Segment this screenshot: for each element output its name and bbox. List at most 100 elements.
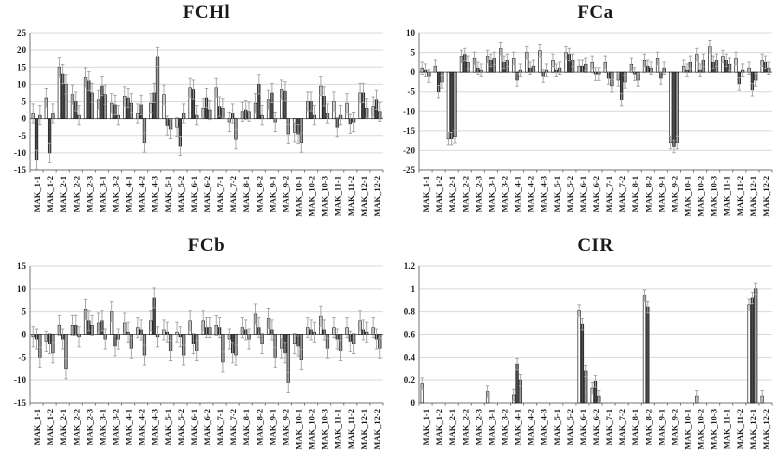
y-tick-label: 0.8 xyxy=(404,307,416,317)
x-category-label: MAK_12-2 xyxy=(372,176,382,217)
x-category-label: MAK_7-1 xyxy=(215,409,225,445)
x-category-label: MAK_7-2 xyxy=(228,409,238,445)
y-tick-label: 10 xyxy=(17,284,27,294)
bar xyxy=(642,295,647,404)
x-category-label: MAK_7-1 xyxy=(215,176,225,212)
x-category-label: MAK_8-2 xyxy=(254,176,264,212)
y-tick-label: 10 xyxy=(17,79,27,89)
x-category-label: MAK_8-2 xyxy=(254,409,264,445)
y-tick-label: 5 xyxy=(22,97,27,107)
y-tick-label: 0 xyxy=(411,398,416,408)
x-category-label: MAK_8-1 xyxy=(630,409,640,445)
x-category-label: MAK_2-3 xyxy=(473,176,483,212)
x-category-label: MAK_11-2 xyxy=(735,409,745,449)
x-category-label: MAK_12-1 xyxy=(359,176,369,217)
x-category-label: MAK_4-3 xyxy=(150,409,160,445)
x-category-label: MAK_6-2 xyxy=(202,176,212,212)
x-category-label: MAK_9-2 xyxy=(280,176,290,212)
x-category-label: MAK_9-1 xyxy=(656,409,666,445)
x-category-label: MAK_7-2 xyxy=(617,409,627,445)
y-tick-label: 5 xyxy=(411,48,416,58)
x-category-label: MAK_11-2 xyxy=(346,176,356,216)
x-category-label: MAK_1-2 xyxy=(434,176,444,212)
chart-panel-cir: CIR 1.2 1 0.8 0.6 0.4 0.2 0 MAK_1-1 MAK_1-2 MAK_2… xyxy=(389,233,778,466)
y-tick-label: 0.4 xyxy=(404,352,416,362)
x-category-label: MAK_8-2 xyxy=(643,409,653,445)
x-category-label: MAK_7-1 xyxy=(604,176,614,212)
x-category-label: MAK_1-2 xyxy=(434,409,444,445)
bar xyxy=(646,306,650,404)
x-category-label: MAK_4-1 xyxy=(124,409,134,445)
x-category-label: MAK_6-1 xyxy=(578,176,588,212)
x-category-label: MAK_6-2 xyxy=(591,176,601,212)
x-category-label: MAK_10-2 xyxy=(696,409,706,450)
x-category-label: MAK_9-2 xyxy=(280,409,290,445)
bar xyxy=(446,71,451,140)
x-category-label: MAK_3-2 xyxy=(499,176,509,212)
y-tick-label: 0.2 xyxy=(404,375,416,385)
x-category-label: MAK_2-3 xyxy=(473,409,483,445)
x-category-label: MAK_12-1 xyxy=(748,409,758,450)
x-category-label: MAK_12-1 xyxy=(359,409,369,450)
bar xyxy=(453,71,457,138)
x-category-label: MAK_2-1 xyxy=(447,409,457,445)
x-category-label: MAK_10-2 xyxy=(696,176,706,217)
x-category-label: MAK_8-1 xyxy=(241,176,251,212)
x-category-label: MAK_4-2 xyxy=(526,176,536,212)
y-tick-label: -15 xyxy=(14,165,26,175)
bar xyxy=(668,71,673,143)
chart-panel-fchl: FCHl 25 20 15 10 5 0 -5 -10 -15 MAK_1-1 MAK_1-2 MAK… xyxy=(0,0,389,233)
x-category-label: MAK_2-1 xyxy=(58,409,68,445)
x-category-label: MAK_1-1 xyxy=(421,176,431,212)
bar xyxy=(754,288,758,404)
x-category-label: MAK_10-2 xyxy=(307,409,317,450)
x-category-label: MAK_7-1 xyxy=(604,409,614,445)
y-tick-label: -10 xyxy=(14,148,26,158)
x-category-label: MAK_2-3 xyxy=(84,409,94,445)
x-category-label: MAK_3-1 xyxy=(486,409,496,445)
x-category-label: MAK_6-2 xyxy=(591,409,601,445)
x-category-label: MAK_6-1 xyxy=(189,176,199,212)
y-tick-label: -10 xyxy=(403,106,415,116)
x-category-label: MAK_5-2 xyxy=(176,409,186,445)
x-category-label: MAK_9-1 xyxy=(267,409,277,445)
x-category-label: MAK_5-2 xyxy=(565,176,575,212)
x-category-label: MAK_3-2 xyxy=(110,409,120,445)
x-category-label: MAK_2-2 xyxy=(71,409,81,445)
x-category-label: MAK_9-2 xyxy=(669,409,679,445)
x-category-label: MAK_11-2 xyxy=(735,176,745,216)
y-tick-label: -15 xyxy=(403,126,415,136)
bar xyxy=(450,71,454,140)
x-category-label: MAK_7-2 xyxy=(228,176,238,212)
bar xyxy=(580,323,585,404)
x-category-label: MAK_5-2 xyxy=(176,176,186,212)
x-category-label: MAK_10-3 xyxy=(320,176,330,217)
y-tick-label: 0 xyxy=(411,67,416,77)
chart-panel-fcb: FCb 15 10 5 0 -5 -10 -15 MAK_1-1 MAK_1-2 MAK_2-1 M… xyxy=(0,233,389,466)
x-category-label: MAK_10-2 xyxy=(307,176,317,217)
x-category-label: MAK_6-1 xyxy=(578,409,588,445)
x-category-label: MAK_2-2 xyxy=(460,409,470,445)
x-category-label: MAK_3-1 xyxy=(486,176,496,212)
x-category-label: MAK_11-1 xyxy=(333,176,343,216)
bar xyxy=(747,304,751,404)
x-category-label: MAK_5-1 xyxy=(163,409,173,445)
y-tick-label: 1.2 xyxy=(404,261,416,271)
x-category-label: MAK_10-1 xyxy=(683,176,693,217)
x-category-label: MAK_11-1 xyxy=(722,409,732,449)
x-category-label: MAK_1-1 xyxy=(32,176,42,212)
x-category-label: MAK_10-3 xyxy=(320,409,330,450)
x-category-label: MAK_8-1 xyxy=(630,176,640,212)
x-category-label: MAK_10-1 xyxy=(294,176,304,217)
y-tick-label: -5 xyxy=(408,87,416,97)
x-category-label: MAK_12-1 xyxy=(748,176,758,217)
y-tick-label: 0.6 xyxy=(404,330,416,340)
chart-title-fchl: FCHl xyxy=(182,2,231,23)
x-category-label: MAK_5-1 xyxy=(552,176,562,212)
x-category-label: MAK_9-1 xyxy=(267,176,277,212)
bar xyxy=(675,71,679,143)
x-category-label: MAK_1-2 xyxy=(45,176,55,212)
x-category-label: MAK_10-1 xyxy=(683,409,693,450)
